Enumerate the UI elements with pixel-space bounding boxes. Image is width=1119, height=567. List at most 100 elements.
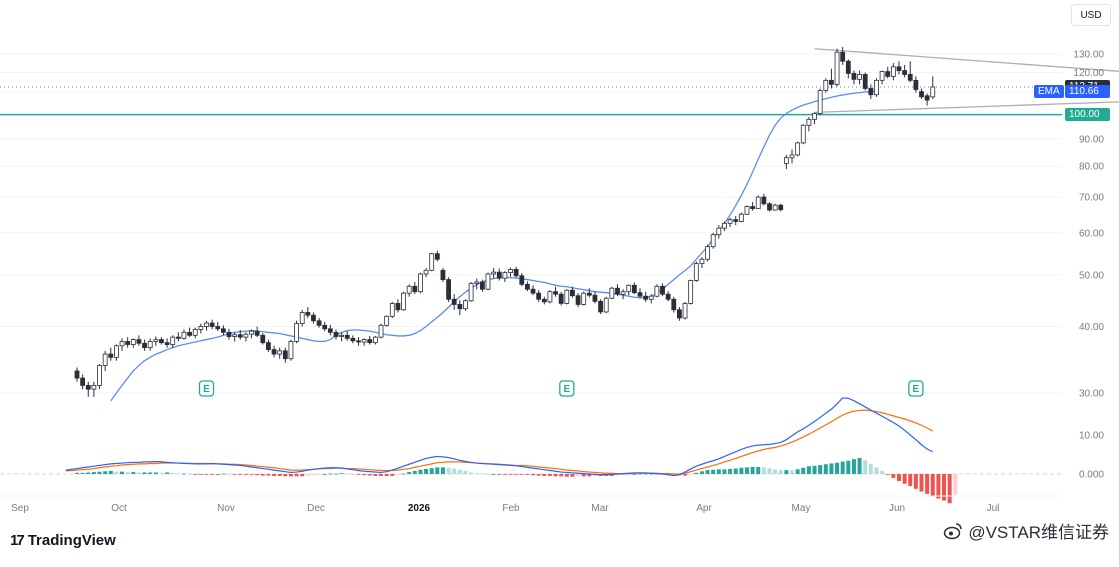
time-tick-label: Jul [987, 503, 1000, 514]
macd-histogram-bar [114, 471, 119, 474]
candle [896, 61, 902, 75]
macd-histogram-bar [373, 474, 378, 476]
candle [710, 232, 716, 249]
candle [204, 320, 209, 331]
macd-histogram-bar [238, 474, 243, 475]
macd-histogram-bar [953, 474, 958, 495]
macd-histogram-bar [305, 474, 310, 476]
candle [581, 291, 587, 306]
candle [682, 301, 688, 320]
macd-pane [0, 397, 1062, 504]
candle [378, 323, 384, 339]
candle [479, 279, 485, 292]
candle-body [648, 295, 654, 300]
candle-body [434, 253, 440, 260]
candle-body [547, 291, 553, 303]
macd-histogram-bar [131, 472, 136, 474]
candle-body [232, 334, 238, 337]
candle-body [496, 271, 502, 279]
candle [142, 339, 147, 351]
candle [738, 212, 744, 223]
candle [536, 290, 542, 302]
candle-body [220, 328, 226, 333]
macd-histogram-bar [328, 473, 333, 475]
macd-line [65, 397, 934, 477]
candle-body [175, 336, 181, 339]
macd-histogram-bar [767, 468, 772, 474]
candle-body [170, 336, 176, 345]
earnings-marker: E [198, 380, 215, 397]
candle-body [525, 283, 530, 290]
candle [339, 332, 345, 342]
candle-body [198, 326, 204, 330]
macd-histogram-bar [851, 459, 856, 474]
earnings-label: E [203, 384, 210, 395]
candle [147, 338, 153, 351]
macd-histogram-bar [874, 467, 879, 474]
macd-histogram-bar [773, 469, 778, 474]
macd-histogram-bar [564, 474, 569, 477]
time-tick-label: May [792, 503, 811, 514]
tradingview-logo[interactable]: 17 TradingView [10, 532, 116, 549]
candle-body [513, 269, 519, 277]
candle [699, 257, 705, 269]
candle [750, 202, 755, 211]
macd-histogram-bar [728, 468, 733, 474]
macd-histogram-bar [559, 474, 564, 477]
candle-body [457, 304, 463, 310]
macd-histogram-bar [902, 474, 907, 484]
candle-body [378, 324, 384, 338]
candle [620, 289, 626, 300]
candle-body [581, 292, 587, 305]
candle-body [631, 284, 637, 294]
candle [907, 61, 913, 83]
candle-body [902, 70, 908, 75]
macd-histogram-bar [210, 474, 215, 475]
macd-histogram-bar [514, 474, 519, 475]
candle [761, 193, 767, 206]
candle-body [592, 294, 598, 302]
candle [384, 315, 390, 327]
candle-body [919, 91, 924, 98]
candle [181, 329, 187, 340]
candle [97, 364, 102, 390]
candle [74, 367, 80, 382]
candle [812, 112, 817, 125]
candle [733, 216, 739, 226]
candle-body [874, 79, 879, 96]
macd-histogram-bar [288, 474, 293, 477]
candle-body [429, 253, 435, 271]
macd-histogram-bar [615, 474, 620, 476]
candle-body [829, 79, 834, 85]
candle-body [677, 309, 682, 319]
candle [817, 88, 823, 115]
macd-histogram-bar [587, 474, 592, 477]
candle-body [586, 292, 592, 296]
candle-body [339, 334, 345, 337]
candle-body [266, 342, 271, 350]
macd-histogram-bar [260, 474, 265, 476]
candle [857, 70, 862, 85]
candle [271, 345, 277, 358]
candle-body [823, 79, 829, 91]
candle [356, 337, 361, 346]
candle-body [553, 291, 558, 295]
candle [783, 154, 789, 170]
time-tick-label: 2026 [408, 503, 431, 514]
macd-histogram-bar [683, 474, 688, 476]
macd-histogram-bar [491, 474, 496, 475]
support-price-tag: 100.00 [1065, 108, 1110, 122]
currency-button[interactable]: USD [1071, 4, 1111, 26]
time-tick-label: Oct [111, 503, 127, 514]
candle [85, 381, 91, 397]
candle-body [603, 297, 609, 313]
candle-body [722, 222, 727, 229]
candle-body [890, 66, 896, 77]
macd-histogram-bar [125, 472, 130, 474]
macd-histogram-bar [136, 472, 141, 474]
candle [226, 328, 232, 340]
candle-body [114, 345, 119, 358]
candle [136, 335, 142, 346]
